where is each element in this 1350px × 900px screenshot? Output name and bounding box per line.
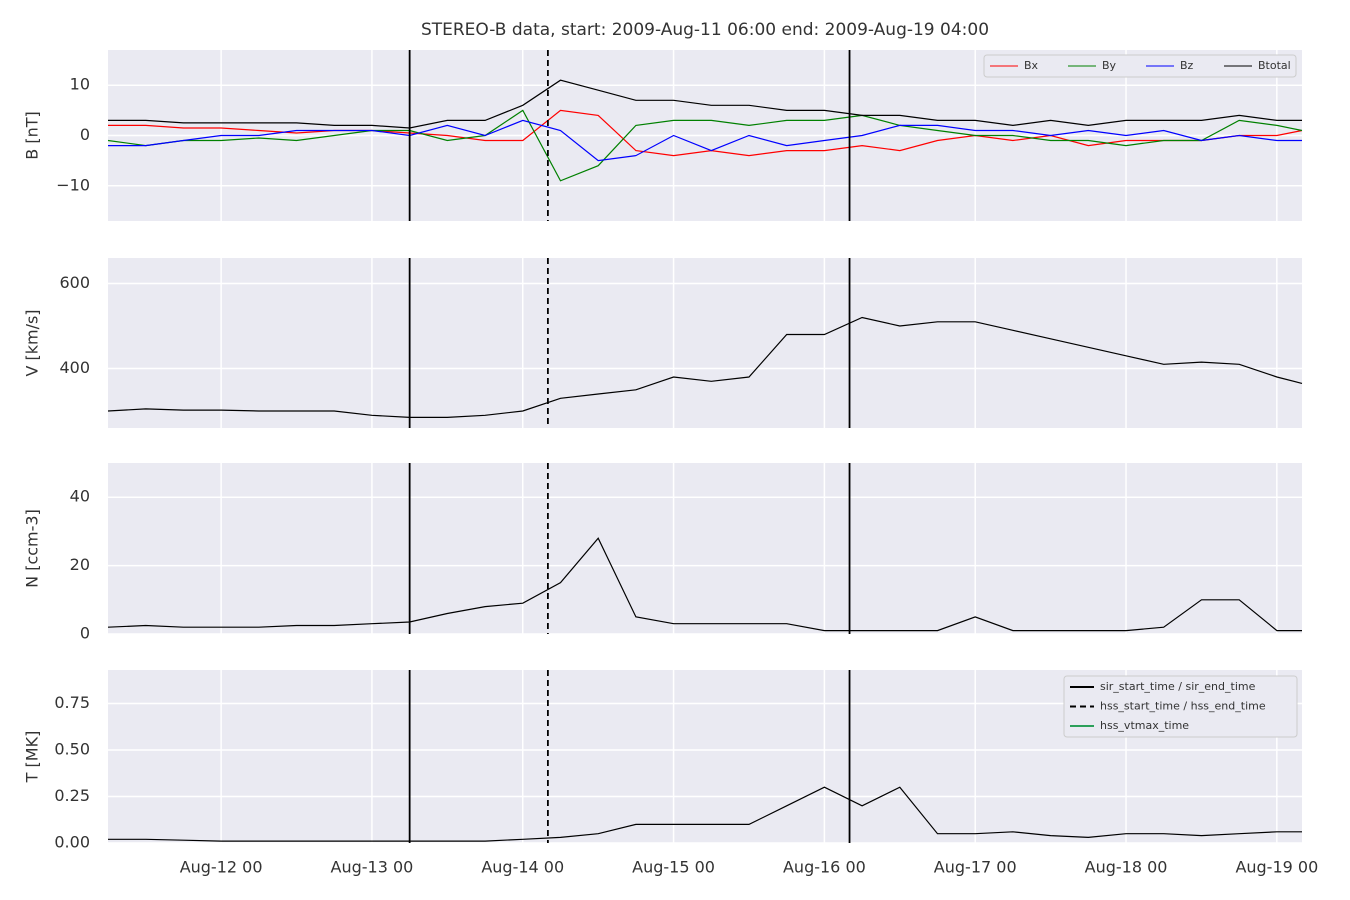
data-line <box>107 316 1303 418</box>
y-axis-label: V [km/s] <box>23 309 42 376</box>
legend-label: hss_vtmax_time <box>1100 719 1189 732</box>
y-tick-label: 0.25 <box>54 786 90 805</box>
legend-label: sir_start_time / sir_end_time <box>1100 680 1256 693</box>
x-tick-label: Aug-18 00 <box>1085 858 1168 877</box>
y-axis-label: T [MK] <box>23 731 42 784</box>
y-axis-label: B [nT] <box>23 111 42 159</box>
chart-title: STEREO-B data, start: 2009-Aug-11 06:00 … <box>421 20 989 40</box>
legend-label: Bx <box>1024 59 1039 72</box>
data-line <box>108 786 1302 842</box>
legend-box <box>1063 675 1298 738</box>
y-tick-label: 40 <box>70 487 90 506</box>
y-tick-label: 0.75 <box>54 693 90 712</box>
x-tick-label: Aug-13 00 <box>331 858 414 877</box>
y-tick-label: 400 <box>59 358 90 377</box>
y-tick-label: 0.50 <box>54 739 90 758</box>
y-tick-label: 0 <box>80 624 90 643</box>
y-tick-label: 20 <box>70 555 90 574</box>
y-axis-label: N [ccm-3] <box>23 509 42 588</box>
event-legend: sir_start_time / sir_end_time hss_start_t… <box>1063 675 1298 738</box>
data-line <box>108 79 1302 129</box>
y-tick-label: 0.00 <box>54 833 90 852</box>
x-tick-label: Aug-12 00 <box>180 858 263 877</box>
data-line <box>107 537 1302 632</box>
legend-label: hss_start_time / hss_end_time <box>1100 700 1266 713</box>
y-tick-label: 10 <box>70 75 90 94</box>
x-tick-label: Aug-19 00 <box>1235 858 1318 877</box>
y-tick-label: −10 <box>56 175 90 194</box>
x-tick-label: Aug-14 00 <box>481 858 564 877</box>
legend-label: By <box>1102 59 1117 72</box>
legend: Bx By Bz Btotal <box>983 54 1297 78</box>
x-tick-label: Aug-15 00 <box>632 858 715 877</box>
legend-box <box>983 54 1297 78</box>
data-line <box>108 119 1302 162</box>
plot-area <box>108 258 1302 428</box>
plot-area <box>108 463 1302 634</box>
legend-label: Btotal <box>1258 59 1291 72</box>
data-line <box>107 109 1303 182</box>
x-tick-label: Aug-17 00 <box>934 858 1017 877</box>
y-tick-label: 600 <box>59 273 90 292</box>
x-tick-label: Aug-16 00 <box>783 858 866 877</box>
y-tick-label: 0 <box>80 125 90 144</box>
legend-label: Bz <box>1180 59 1194 72</box>
